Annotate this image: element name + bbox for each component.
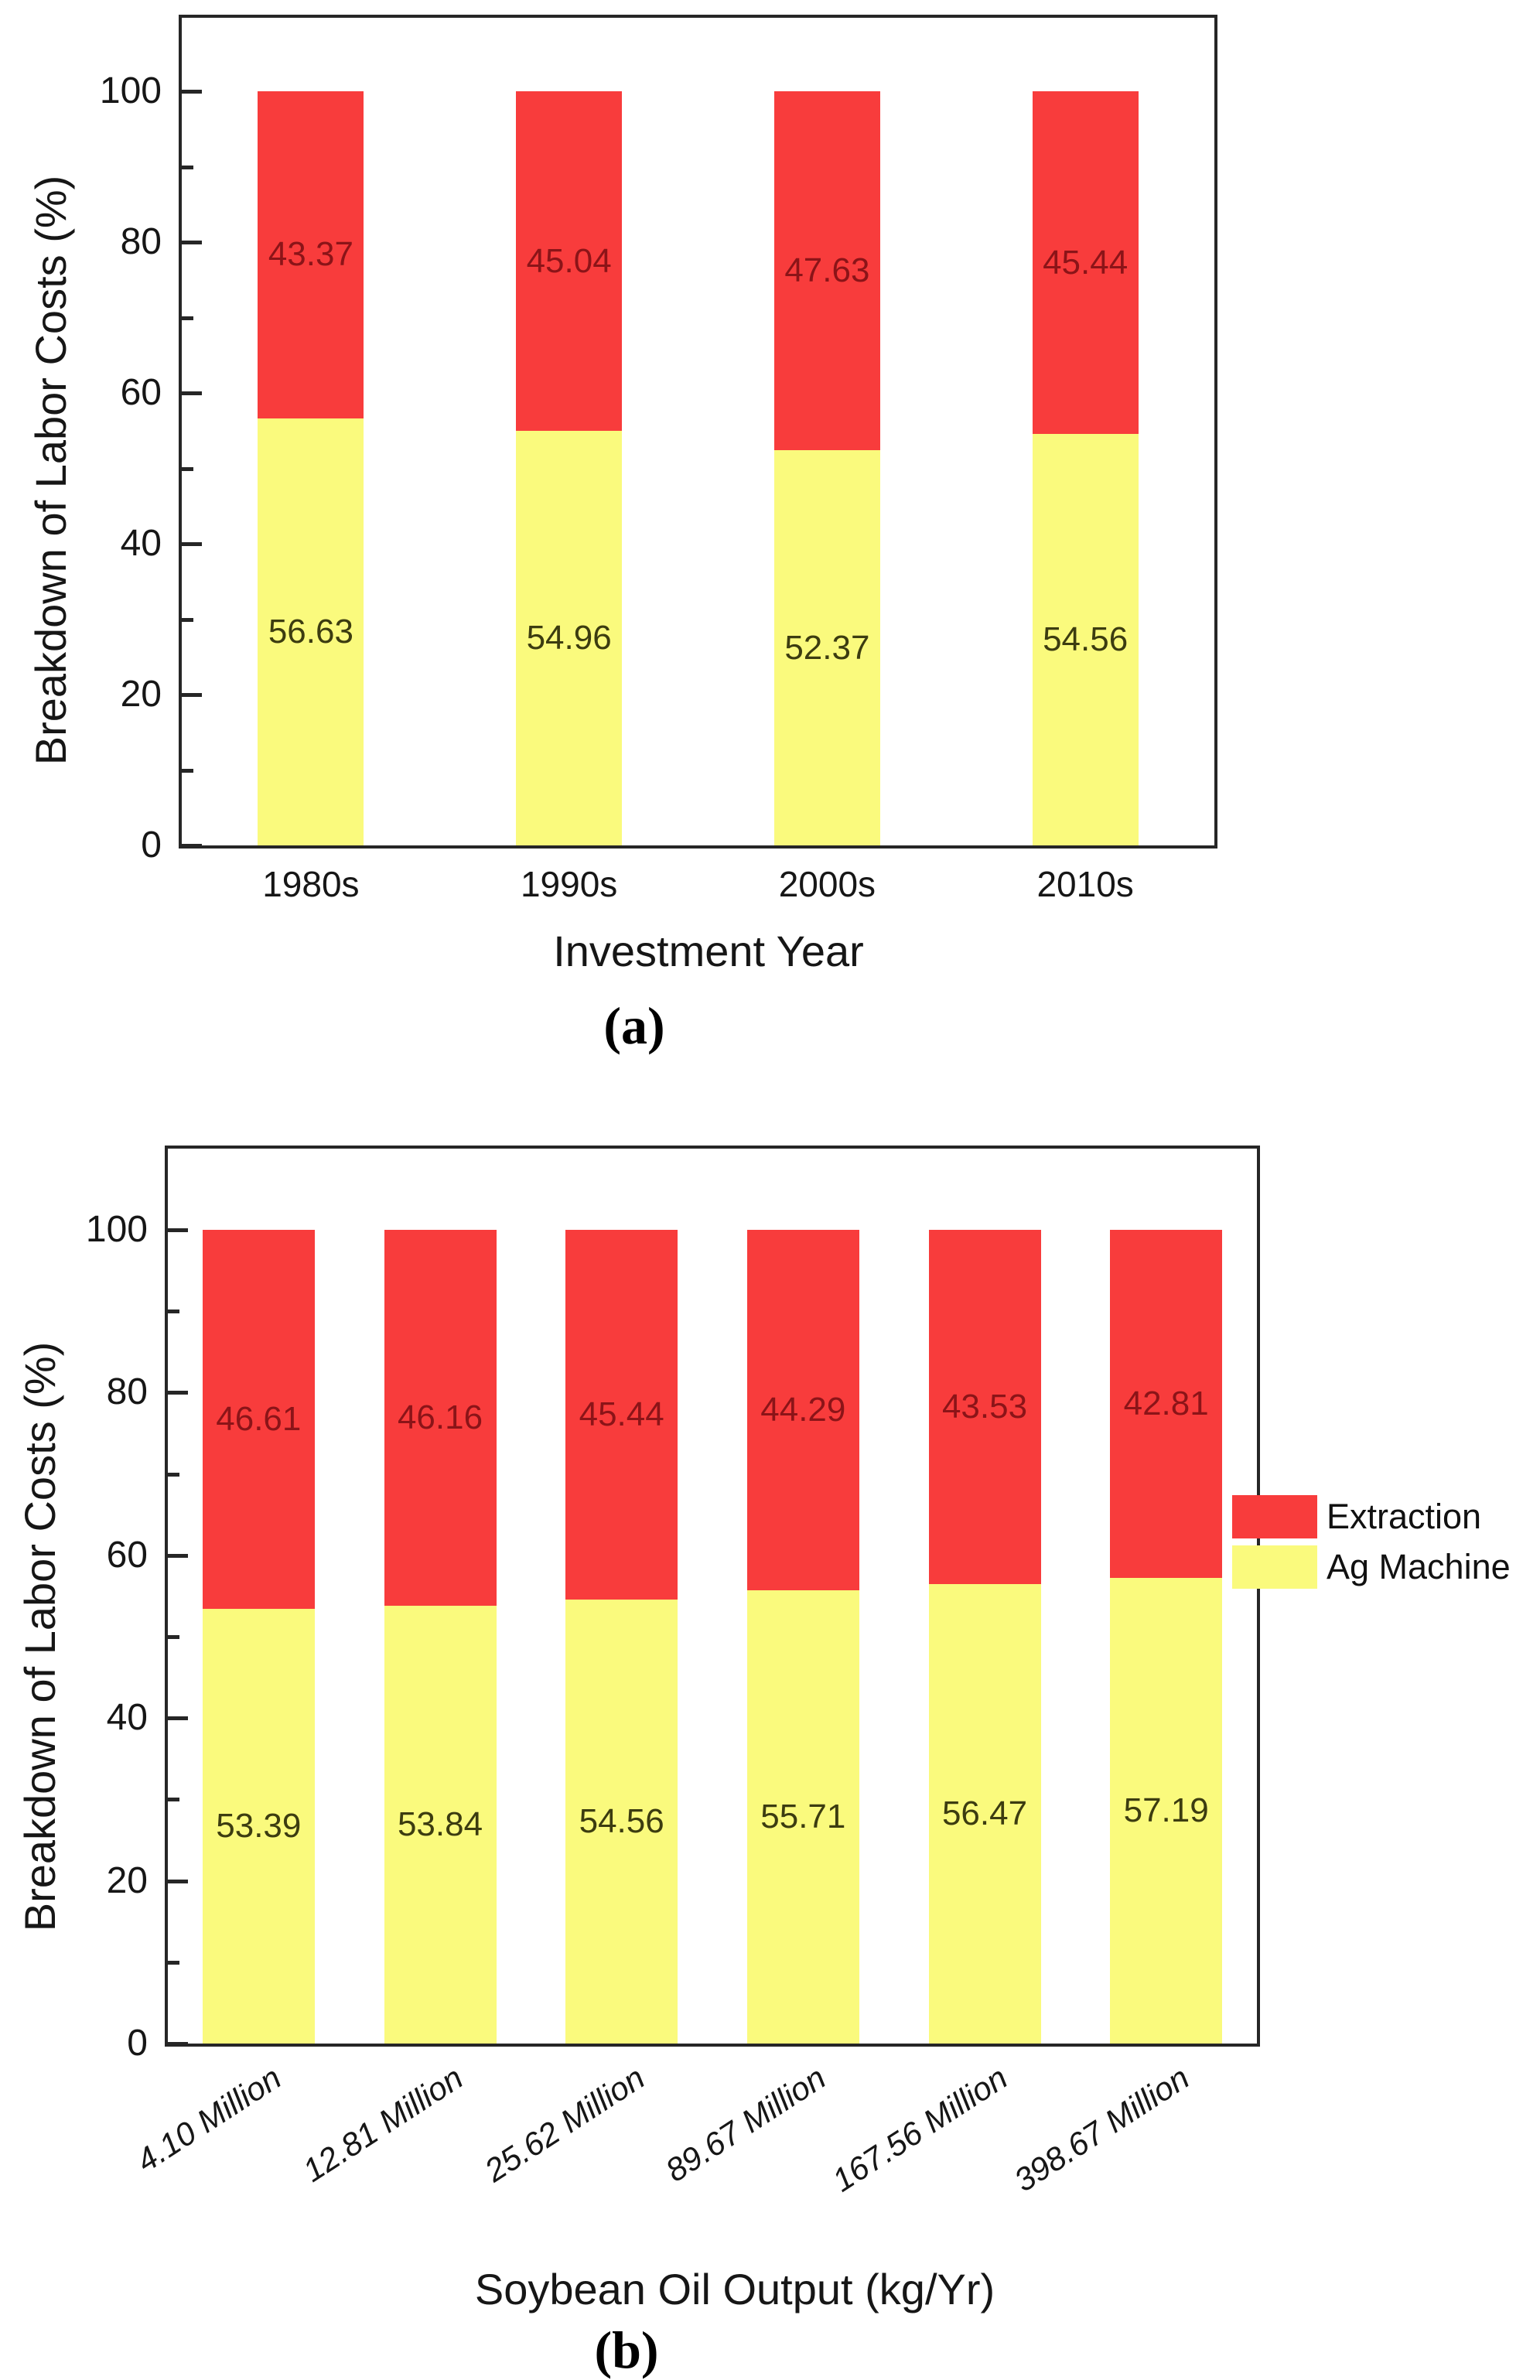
y-major-tick [168, 1391, 188, 1395]
y-major-tick [182, 542, 202, 546]
legend-label-ag-machine: Ag Machine [1327, 1547, 1511, 1586]
bar-segment-extraction [773, 91, 880, 451]
caption-a: (a) [603, 996, 665, 1055]
bar-value-label: 53.84 [397, 1805, 483, 1843]
bar-segment-ag-machine [565, 1600, 678, 2044]
y-major-tick [168, 2042, 188, 2046]
x-tick-label: 2010s [1036, 864, 1134, 904]
bar-segment-ag-machine [1032, 434, 1139, 845]
plot-area-a: 0 20 40 60 80 100 56.63 43.37 1980s 54.96 45.04 199… [100, 15, 1217, 904]
y-major-tick [182, 391, 202, 395]
bar-segment-extraction [258, 91, 364, 418]
legend-b: Extraction Ag Machine [1232, 1495, 1540, 1596]
bar-segment-extraction [384, 1230, 497, 1606]
bar-segment-ag-machine [928, 1583, 1041, 2044]
y-tick-label: 40 [106, 1697, 148, 1739]
y-minor-tick [182, 768, 193, 773]
bar-segment-ag-machine [258, 418, 364, 845]
legend-entry-ag-machine: Ag Machine [1232, 1545, 1540, 1589]
y-minor-tick [168, 1310, 179, 1314]
y-tick-label: 20 [120, 674, 162, 715]
bar-value-label: 44.29 [760, 1390, 846, 1429]
bar-value-label: 57.19 [1123, 1791, 1209, 1830]
y-tick-label: 0 [127, 2023, 148, 2064]
bar-value-label: 43.37 [268, 235, 353, 274]
y-tick-label: 0 [141, 825, 162, 866]
x-axis-title-a: Investment Year [553, 927, 864, 975]
bar-segment-extraction [1110, 1230, 1223, 1579]
bar-value-label: 54.56 [1043, 620, 1129, 659]
bar-segment-extraction [202, 1230, 315, 1610]
y-major-tick [168, 1228, 188, 1232]
y-major-tick [168, 1553, 188, 1558]
bar-segment-ag-machine [1110, 1578, 1223, 2044]
y-minor-tick [182, 617, 193, 622]
y-axis-title-a: Breakdown of Labor Costs (%) [26, 175, 75, 766]
y-minor-tick [168, 1472, 179, 1477]
x-axis-title-b: Soybean Oil Output (kg/Yr) [474, 2265, 995, 2313]
y-major-tick [182, 90, 202, 94]
y-minor-tick [168, 1960, 179, 1965]
bar-value-label: 46.16 [397, 1398, 483, 1436]
bar-segment-extraction [516, 91, 623, 432]
bar-segment-ag-machine [202, 1609, 315, 2044]
bar-value-label: 52.37 [784, 628, 870, 667]
y-tick-label: 100 [85, 1209, 148, 1250]
caption-b: (b) [594, 2320, 659, 2379]
bar-segment-ag-machine [384, 1605, 497, 2044]
legend-entry-extraction: Extraction [1232, 1495, 1540, 1538]
y-tick-label: 60 [106, 1534, 148, 1576]
bar-value-label: 56.63 [268, 612, 353, 650]
bar-value-label: 53.39 [216, 1807, 302, 1846]
bar-value-label: 54.96 [526, 619, 612, 657]
y-major-tick [182, 241, 202, 244]
y-major-tick [182, 844, 202, 848]
bar-segment-ag-machine [516, 431, 623, 845]
y-tick-label: 20 [106, 1859, 148, 1901]
y-axis-title-b: Breakdown of Labor Costs (%) [15, 1341, 64, 1932]
x-tick-label: 1980s [262, 864, 360, 904]
bar-value-label: 47.63 [784, 251, 870, 290]
y-tick-label: 80 [106, 1371, 148, 1413]
bar-value-label: 46.61 [216, 1400, 302, 1439]
bar-segment-ag-machine [773, 450, 880, 845]
bar-value-label: 43.53 [941, 1387, 1028, 1426]
y-minor-tick [168, 1798, 179, 1802]
y-minor-tick [182, 466, 193, 471]
bar-value-label: 54.56 [579, 1802, 664, 1840]
legend-swatch-ag-machine [1232, 1545, 1317, 1589]
bar-value-label: 55.71 [760, 1797, 846, 1835]
x-tick-label: 1990s [520, 864, 618, 904]
y-tick-label: 100 [99, 70, 162, 111]
x-tick-label: 2000s [778, 864, 876, 904]
y-major-tick [168, 1879, 188, 1883]
y-major-tick [168, 1716, 188, 1721]
plot-area-b: 0 20 40 60 80 100 53.39 46.61 4.10 Million 53.84 4… [86, 1146, 1260, 2199]
y-tick-label: 80 [120, 221, 162, 262]
y-minor-tick [182, 316, 193, 320]
bar-segment-extraction [1032, 91, 1139, 435]
bar-segment-extraction [928, 1230, 1041, 1584]
y-minor-tick [182, 165, 193, 169]
bar-value-label: 42.81 [1123, 1385, 1209, 1423]
legend-swatch-extraction [1232, 1495, 1317, 1538]
bar-value-label: 45.04 [526, 241, 612, 280]
bar-segment-extraction [565, 1230, 678, 1600]
bar-value-label: 56.47 [941, 1794, 1028, 1832]
y-minor-tick [168, 1635, 179, 1639]
y-tick-label: 60 [120, 372, 162, 413]
y-major-tick [182, 693, 202, 697]
bar-segment-extraction [746, 1230, 859, 1590]
y-tick-label: 40 [120, 523, 162, 564]
bar-segment-ag-machine [746, 1590, 859, 2044]
bar-value-label: 45.44 [579, 1395, 664, 1433]
legend-label-extraction: Extraction [1327, 1497, 1482, 1536]
bar-value-label: 45.44 [1043, 243, 1129, 282]
